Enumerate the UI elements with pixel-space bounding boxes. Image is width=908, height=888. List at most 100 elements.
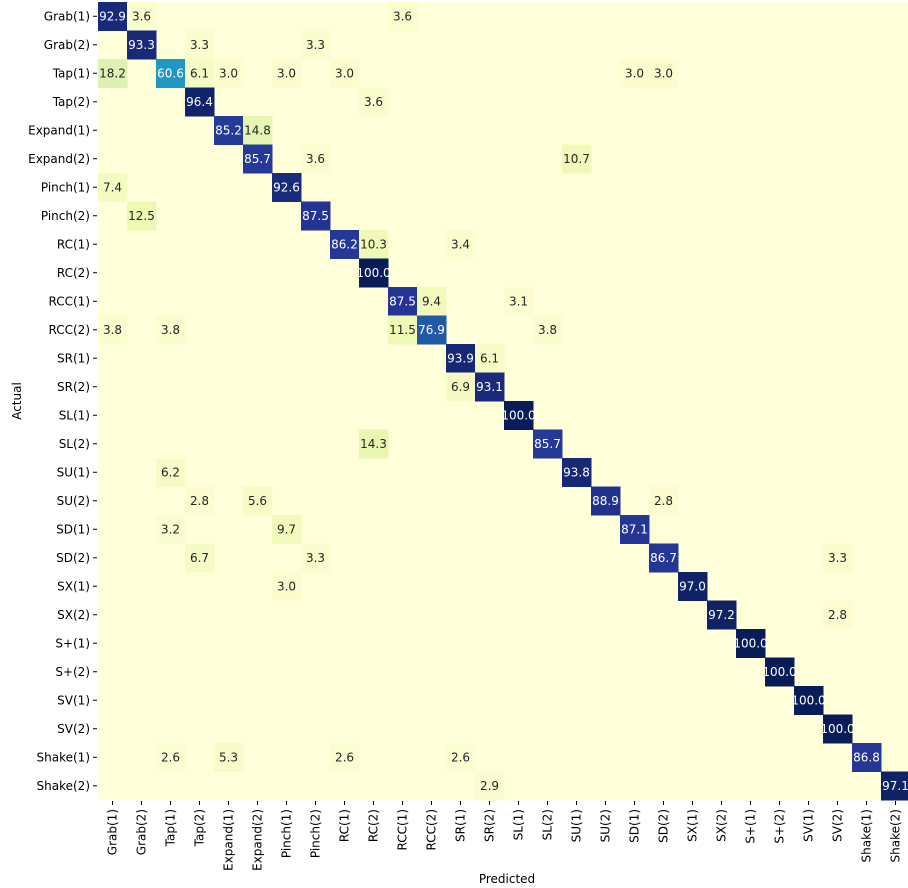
heatmap-cell [127,201,157,231]
y-tick-label: SR(1) [57,351,90,365]
heatmap-cell [446,743,476,772]
y-tick-label: SL(1) [59,408,90,422]
y-tick-label: SV(1) [57,693,90,707]
heatmap-cell [620,59,650,88]
heatmap-cell [185,30,215,60]
heatmap-cell [881,771,908,801]
cell-value-label: 9.7 [277,522,296,536]
cell-value-label: 3.3 [306,38,325,52]
heatmap-cell [272,59,302,88]
heatmap-cell [214,116,244,145]
cell-value-label: 2.8 [654,494,673,508]
cell-value-label: 14.8 [244,123,271,137]
heatmap-cell [98,315,128,345]
heatmap-cell [301,30,331,60]
heatmap-cell [156,59,186,88]
heatmap-cell [98,2,128,31]
cell-value-label: 3.0 [625,66,644,80]
cell-value-label: 3.0 [277,579,296,593]
cell-value-label: 100.0 [820,722,854,736]
x-tick-label: Expand(1) [222,809,236,871]
cell-value-label: 86.2 [331,237,358,251]
cell-value-label: 100.0 [733,636,767,650]
x-tick-label: SL(1) [512,809,526,840]
heatmap-cell [301,543,331,573]
x-tick-label: SL(2) [541,809,555,840]
cell-value-label: 2.6 [161,750,180,764]
heatmap-cell [504,401,534,430]
x-tick-label: RC(2) [367,809,381,842]
heatmap-cell [649,486,679,516]
cell-value-label: 2.6 [335,750,354,764]
heatmap-cell [185,87,215,117]
x-tick-label: S+(1) [744,809,758,844]
heatmap-cell [823,714,853,744]
y-tick-label: SD(1) [56,522,90,536]
heatmap-cell [765,657,795,687]
cell-value-label: 2.9 [480,779,499,793]
x-tick-label: Expand(2) [251,809,265,871]
y-tick-label: Grab(2) [44,38,90,52]
cell-value-label: 6.7 [190,551,209,565]
heatmap-cell [243,144,273,174]
cell-value-label: 76.9 [418,323,445,337]
heatmap-cell [533,315,563,345]
heatmap-cell [504,287,534,316]
heatmap-cell [707,600,737,630]
heatmap-cell [823,543,853,573]
y-tick-label: S+(2) [55,665,90,679]
heatmap-cell [359,258,389,288]
y-tick-label: SV(2) [57,722,90,736]
heatmap-cell [475,372,505,402]
x-tick-label: Pinch(2) [309,809,323,858]
heatmap-cell [272,173,302,202]
y-tick-label: SX(1) [57,579,90,593]
cell-value-label: 3.0 [277,66,296,80]
x-tick-label: SU(2) [599,809,613,842]
heatmap-cell [127,30,157,60]
x-tick-label: SV(2) [831,809,845,842]
cell-value-label: 2.8 [190,494,209,508]
x-tick-label: SD(1) [628,809,642,843]
heatmap-cell [98,173,128,202]
x-axis-ticks: Grab(1) Grab(2) Tap(1) Tap(2) Expand(1) Expan… [106,801,903,871]
heatmap-cell [446,372,476,402]
cell-value-label: 100.0 [762,665,796,679]
heatmap-cell [475,771,505,801]
heatmap-cells [98,2,908,801]
cell-value-label: 2.8 [828,608,847,622]
y-tick-label: Shake(2) [37,779,90,793]
cell-value-label: 87.1 [621,522,648,536]
y-tick-label: Tap(2) [52,95,90,109]
heatmap-cell-labels: 92.9 3.6 3.6 93.3 3.3 3.3 18.2 60.6 6.1 3.0 3.0 3.0… [99,9,908,793]
cell-value-label: 87.5 [302,209,329,223]
heatmap-cell [649,59,679,88]
y-tick-label: Pinch(2) [41,209,90,223]
cell-value-label: 85.7 [534,437,561,451]
cell-value-label: 3.0 [335,66,354,80]
heatmap-cell [156,515,186,544]
y-tick-label: SD(2) [56,551,90,565]
cell-value-label: 5.6 [248,494,267,508]
cell-value-label: 2.6 [451,750,470,764]
heatmap-cell [214,59,244,88]
x-tick-label: Grab(1) [106,809,120,855]
cell-value-label: 100.0 [501,408,535,422]
y-tick-label: RCC(2) [49,323,91,337]
cell-value-label: 87.5 [389,294,416,308]
heatmap-cell [330,743,360,772]
heatmap-cell [185,543,215,573]
heatmap-cell [301,201,331,231]
cell-value-label: 100.0 [356,266,390,280]
heatmap-cell [562,144,592,174]
cell-value-label: 3.2 [161,522,180,536]
y-tick-label: S+(1) [55,636,90,650]
heatmap-cell [388,315,418,345]
x-tick-label: S+(2) [773,809,787,844]
cell-value-label: 3.4 [451,237,470,251]
cell-value-label: 3.0 [219,66,238,80]
y-tick-label: SL(2) [59,437,90,451]
y-tick-label: SR(2) [57,380,90,394]
cell-value-label: 3.3 [190,38,209,52]
